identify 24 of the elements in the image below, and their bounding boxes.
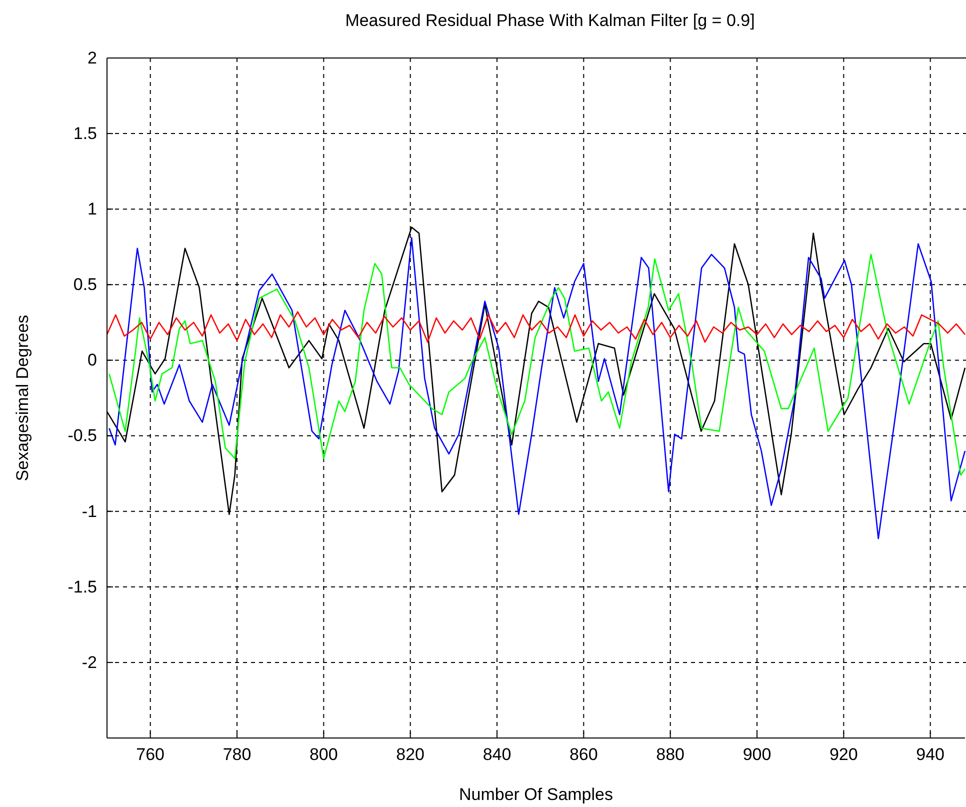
line-series <box>108 254 966 476</box>
x-tick-label: 940 <box>916 745 945 764</box>
x-tick-label: 760 <box>136 745 165 764</box>
line-series <box>106 311 966 343</box>
x-tick-label: 900 <box>742 745 772 764</box>
chart-title: Measured Residual Phase With Kalman Filter [g = 0.9] <box>345 11 755 30</box>
x-tick-label: 920 <box>829 745 858 764</box>
y-tick-label: 2 <box>88 48 97 68</box>
y-tick-label: -1 <box>82 502 97 521</box>
y-axis-title: Sexagesimal Degrees <box>13 314 32 482</box>
x-tick-label: 800 <box>309 745 338 764</box>
y-tick-label: -1.5 <box>68 577 97 596</box>
x-tick-label: 780 <box>222 745 252 764</box>
x-tick-label: 880 <box>656 745 685 764</box>
y-tick-label: 0.5 <box>73 275 97 294</box>
y-tick-label: 1.5 <box>73 124 97 143</box>
y-tick-label: 1 <box>88 200 97 219</box>
x-tick-label: 820 <box>396 745 425 764</box>
x-tick-label: 860 <box>569 745 598 764</box>
y-tick-label: -2 <box>82 652 97 672</box>
y-tick-label: 0 <box>88 350 97 370</box>
y-tick-label: -0.5 <box>68 426 97 446</box>
x-tick-label: 840 <box>482 745 512 764</box>
x-axis-title: Number Of Samples <box>459 785 613 804</box>
